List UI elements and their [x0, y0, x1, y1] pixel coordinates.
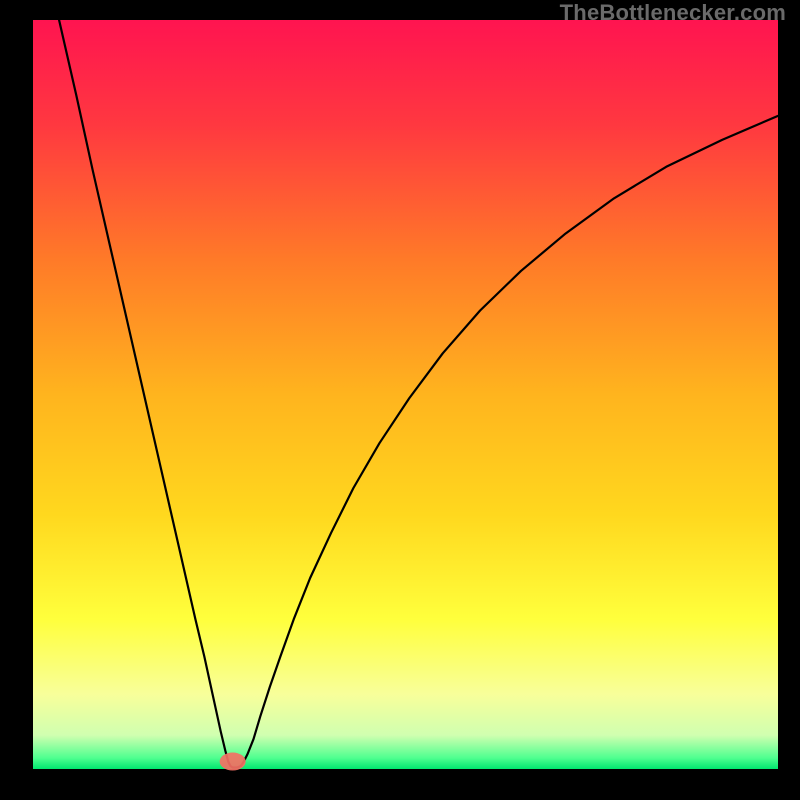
watermark-text: TheBottlenecker.com: [560, 0, 786, 26]
chart-svg: [0, 0, 800, 800]
optimal-marker: [220, 753, 246, 771]
chart-container: TheBottlenecker.com: [0, 0, 800, 800]
